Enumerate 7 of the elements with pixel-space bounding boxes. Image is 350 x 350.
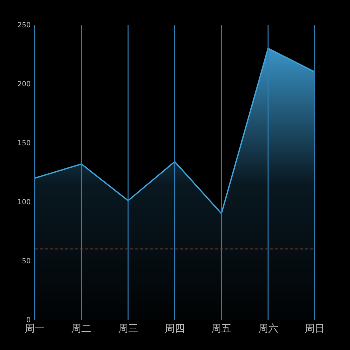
x-tick-label: 周三 <box>118 324 138 335</box>
x-tick-label: 周六 <box>258 323 278 335</box>
x-tick-label: 周日 <box>305 324 325 335</box>
x-tick-label: 周五 <box>212 324 232 335</box>
x-tick-label: 周一 <box>25 324 45 335</box>
x-tick-label: 周二 <box>72 324 92 335</box>
x-tick-label: 周四 <box>165 324 185 335</box>
